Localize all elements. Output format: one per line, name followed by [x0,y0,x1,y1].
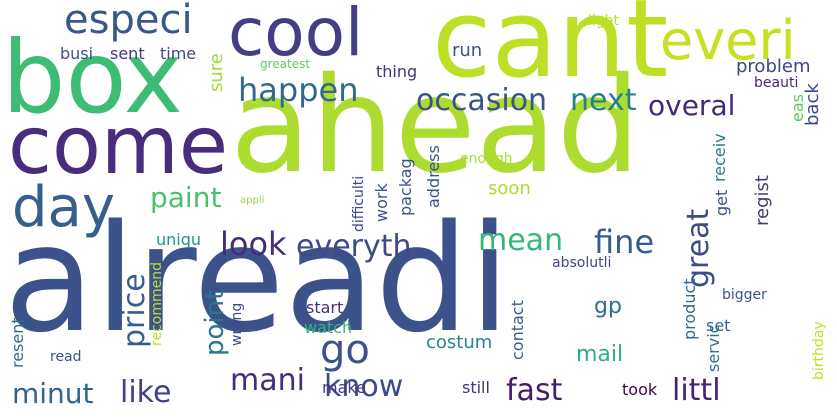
word-everi: everi [660,9,796,72]
word-costum: costum [426,332,493,353]
word-go: go [320,327,370,373]
word-address: address [424,145,443,208]
word-work: work [372,183,391,222]
word-sent: sent [110,44,145,63]
word-run: run [452,40,483,61]
word-everyth: everyth [296,229,412,264]
word-busi: busi [60,44,94,63]
word-greatest: greatest [260,57,311,71]
word-receiv: receiv [710,133,729,182]
word-mani: mani [230,363,305,398]
word-price: price [117,273,152,348]
word-difficulti: difficulti [351,175,367,232]
word-recommend: recommend [149,262,165,346]
word-especi: especi [64,0,193,43]
word-birthday: birthday [811,321,827,380]
word-beauti: beauti [754,75,799,91]
word-next: next [570,83,637,118]
word-overal: overal [648,89,736,122]
word-watch: watch [304,318,353,337]
word-great: great [681,208,716,288]
word-product: product [680,278,699,340]
word-get: get [712,189,731,216]
word-set: set [706,316,731,335]
word-resent: resent [8,317,27,368]
word-uniqu: uniqu [156,230,202,249]
word-box: box [2,19,183,136]
word-day: day [12,175,116,240]
word-still: still [462,378,490,397]
word-time: time [160,44,197,63]
word-fast: fast [506,373,563,408]
word-point: point [200,289,230,356]
word-took: took [622,380,658,399]
word-occasion: occasion [416,83,548,118]
word-make: make [322,378,366,397]
word-light: light [588,13,620,29]
word-cool: cool [228,0,364,71]
word-wrong: wrong [229,302,245,346]
word-eas: eas [788,94,807,122]
word-fine: fine [594,223,655,261]
word-paint: paint [150,181,222,214]
word-come: come [8,99,229,192]
word-regist: regist [752,175,773,226]
word-thing: thing [376,62,418,81]
word-bigger: bigger [722,287,767,303]
word-sure: sure [206,53,227,92]
word-contact: contact [508,300,527,360]
word-soon: soon [488,178,531,199]
word-mean: mean [478,223,564,258]
word-ahead: ahead [230,49,641,203]
word-like: like [120,375,172,410]
word-problem: problem [736,56,811,77]
word-gp: gp [594,294,622,319]
word-know: know [324,369,404,404]
word-alreadi: alreadi [4,193,511,365]
word-absolutli: absolutli [552,255,612,271]
word-enough: enough [460,151,513,167]
word-minut: minut [12,377,94,410]
word-mail: mail [576,342,624,367]
word-look: look [220,225,287,263]
word-cant: cant [432,0,669,102]
word-start: start [306,298,344,317]
word-packag: packag [396,158,415,216]
word-read: read [50,349,82,365]
word-happen: happen [238,71,359,109]
word-appli: appli [240,195,265,206]
word-littl: littl [672,373,721,408]
